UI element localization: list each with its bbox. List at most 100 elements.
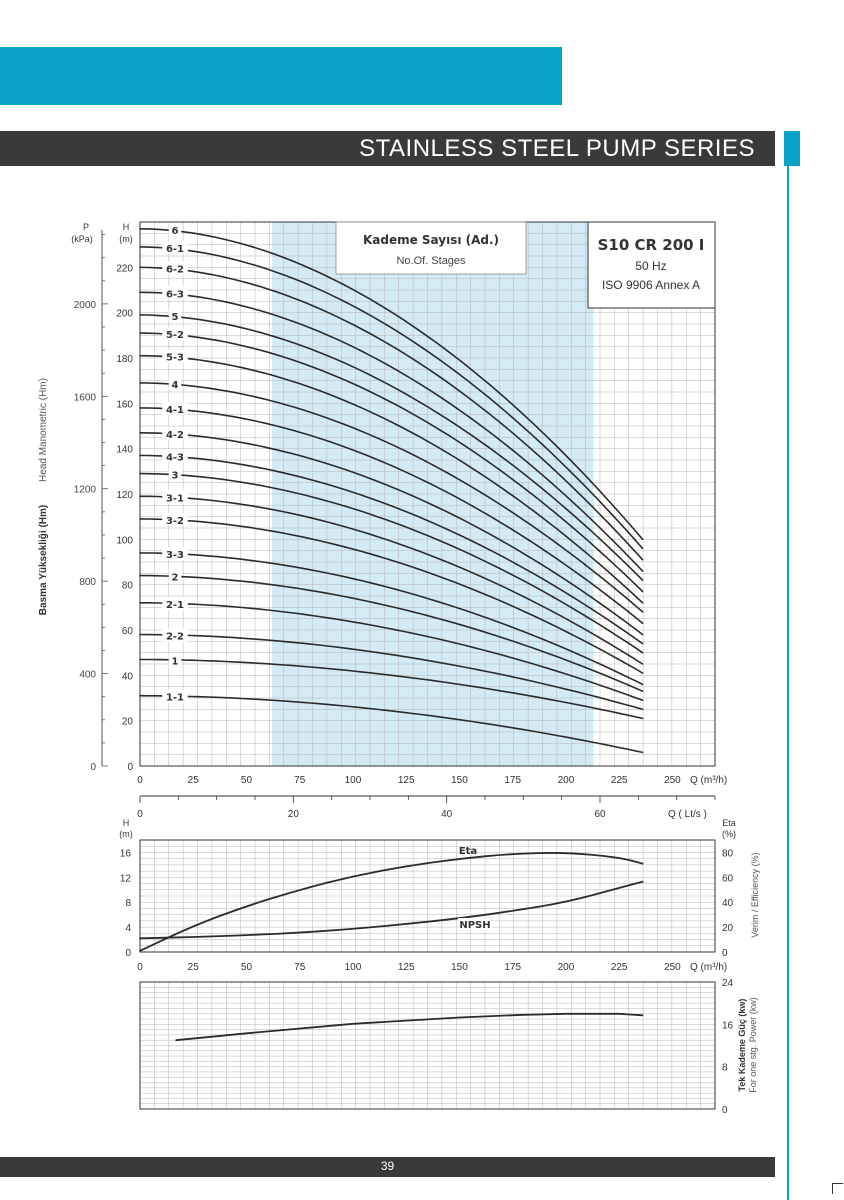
stage-label: 2-2	[166, 632, 184, 643]
top-accent-band	[0, 47, 562, 105]
model-box-frame	[587, 221, 716, 309]
stage-label-bg	[168, 569, 182, 583]
plot-frame	[139, 839, 716, 953]
eta-curve	[139, 852, 644, 952]
stages-box-subtitle: No.Of. Stages	[396, 255, 466, 267]
head-curve	[139, 495, 644, 665]
model-frequency: 50 Hz	[635, 259, 666, 273]
lts-axis-label: Q ( Lt/s )	[668, 809, 707, 820]
head-curve	[139, 694, 644, 754]
power-tick-label: 0	[722, 1105, 728, 1116]
crop-mark	[832, 1183, 843, 1194]
head-curve	[139, 246, 644, 550]
head-curve	[139, 382, 644, 613]
stage-label-bg	[168, 653, 182, 667]
lts-tick-label: 0	[137, 809, 143, 820]
x-tick-label: 100	[345, 962, 362, 973]
y-title-turkish: Basma Yüksekliği (Hm)	[38, 505, 49, 615]
stage-label: 5	[172, 312, 179, 323]
stage-label: 4-1	[166, 405, 184, 416]
stage-label-bg	[162, 240, 188, 254]
stage-label: 4-2	[166, 430, 184, 441]
p-tick-label: 0	[90, 762, 96, 773]
stage-label: 3-2	[166, 516, 184, 527]
stage-label-bg	[162, 401, 188, 415]
head-curve	[139, 266, 644, 561]
y-tick-label: 140	[116, 445, 133, 456]
y-title-english: Head Manometric (Hm)	[38, 378, 49, 482]
eta-tick-label: 60	[722, 873, 734, 884]
stage-label: 6-1	[166, 244, 184, 255]
x-tick-label: 25	[188, 775, 200, 786]
npsh-curve	[139, 880, 644, 940]
stage-label-bg	[168, 222, 182, 236]
power-title-english: For one stg. Power (kw)	[748, 997, 758, 1093]
y-axis-h-label: H	[123, 222, 130, 232]
x-tick-label: 200	[558, 775, 575, 786]
eta-tick-label: 40	[722, 898, 734, 909]
x-tick-label: 75	[294, 962, 306, 973]
page-number: 39	[380, 1159, 395, 1173]
eta-curve-label: Eta	[459, 846, 477, 857]
x-tick-label: 25	[188, 962, 200, 973]
head-curve	[139, 633, 644, 711]
y-tick-label: 0	[127, 762, 133, 773]
y-tick-label: 200	[116, 309, 133, 320]
power-tick-label: 8	[722, 1063, 728, 1074]
x-tick-label: 50	[241, 962, 253, 973]
y-axis-h-unit: (m)	[119, 829, 133, 839]
y-tick-label: 0	[125, 948, 131, 959]
y-axis-h-unit: (m)	[119, 234, 133, 244]
p-tick-label: 1600	[74, 392, 97, 403]
stage-label: 3-1	[166, 493, 184, 504]
power-tick-label: 24	[722, 978, 734, 989]
y-tick-label: 20	[122, 717, 134, 728]
stage-label: 1	[172, 656, 179, 667]
x-tick-label: 200	[558, 962, 575, 973]
y-tick-label: 4	[125, 923, 131, 934]
stage-label: 2	[172, 573, 179, 584]
y-tick-label: 8	[125, 898, 131, 909]
x-tick-label: 175	[504, 962, 521, 973]
head-curve	[139, 332, 644, 593]
lts-tick-label: 40	[441, 809, 453, 820]
x-tick-label: 50	[241, 775, 253, 786]
x-tick-label: 75	[294, 775, 306, 786]
head-curve	[139, 472, 644, 654]
stage-label: 4-3	[166, 452, 184, 463]
y-tick-label: 60	[122, 626, 134, 637]
stage-label-bg	[168, 376, 182, 390]
head-chart: 020406080100120140160180200220H(m)040080…	[38, 221, 727, 820]
y-tick-label: 40	[122, 671, 134, 682]
x-tick-label: 225	[611, 775, 628, 786]
stages-box-title: Kademe Sayısı (Ad.)	[363, 233, 499, 247]
stage-label: 6	[172, 226, 179, 237]
x-tick-label: 125	[398, 775, 415, 786]
p-axis-label: P	[83, 222, 89, 232]
stage-label-bg	[162, 286, 188, 300]
plot-frame	[139, 981, 716, 1110]
p-tick-label: 1200	[74, 485, 97, 496]
x-tick-label: 225	[611, 962, 628, 973]
stages-box-frame	[335, 221, 527, 275]
stage-label-bg	[162, 327, 188, 341]
side-accent-line	[787, 166, 789, 1200]
model-info-box: S10 CR 200 I 50 Hz ISO 9906 Annex A	[587, 221, 716, 309]
head-curve	[139, 432, 644, 636]
x-axis-label: Q (m³/h)	[690, 775, 727, 786]
x-tick-label: 250	[664, 962, 681, 973]
stage-label-bg	[162, 512, 188, 526]
x-tick-label: 100	[345, 775, 362, 786]
eta-tick-label: 80	[722, 848, 734, 859]
stage-label: 5-3	[166, 353, 184, 364]
x-tick-label: 0	[137, 775, 143, 786]
stage-label: 1-1	[166, 693, 184, 704]
stage-label: 6-2	[166, 264, 184, 275]
stage-label: 6-3	[166, 289, 184, 300]
stage-label-bg	[162, 628, 188, 642]
p-tick-label: 2000	[74, 300, 97, 311]
eta-tick-label: 20	[722, 923, 734, 934]
stage-label: 5-2	[166, 330, 184, 341]
eta-tick-label: 0	[722, 948, 728, 959]
